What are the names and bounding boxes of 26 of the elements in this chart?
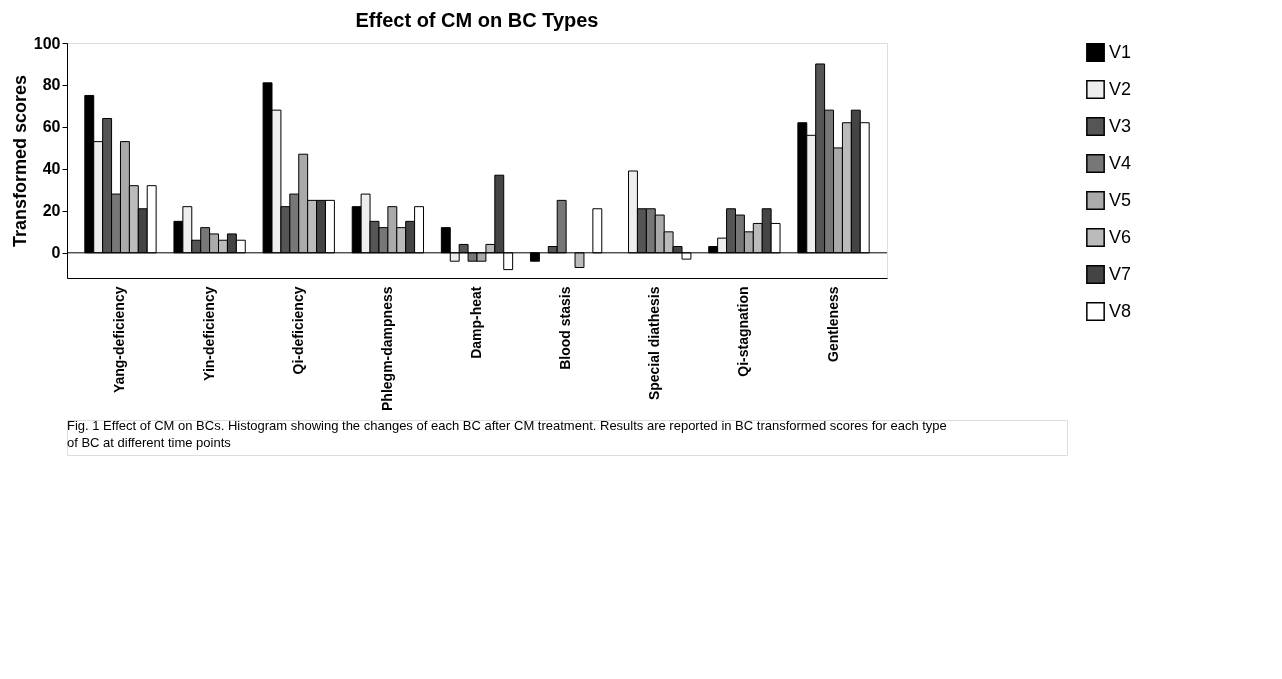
x-tick-label: Phlegm-dampness <box>378 286 395 411</box>
y-tick-label: 100 <box>33 34 61 52</box>
x-tick-label: Qi-deficiency <box>289 286 306 375</box>
y-tick-label: 40 <box>42 160 61 178</box>
x-tick-label: Damp-heat <box>468 286 484 359</box>
x-tick-label: Yang-deficiency <box>111 286 128 394</box>
legend-label: V2 <box>1109 78 1132 99</box>
x-tick-label: Special diathesis <box>646 286 663 401</box>
y-tick-label: 80 <box>42 76 61 94</box>
y-tick-label: 20 <box>42 202 61 220</box>
legend-label: V7 <box>1109 263 1132 284</box>
x-tick-label: Blood stasis <box>557 286 574 370</box>
legend-label: V6 <box>1109 226 1132 247</box>
x-tick-label: Yin-deficiency <box>200 286 217 381</box>
caption: Fig. 1 Effect of CM on BCs. Histogram showing the changes of each BC after CM treatment. Results are reported in BC transformed scores for each type of BC at different time points <box>67 418 947 450</box>
legend-label: V8 <box>1109 300 1132 321</box>
x-tick-label: Gentleness <box>824 286 841 362</box>
y-tick-label: 0 <box>51 244 61 262</box>
legend-label: V5 <box>1109 189 1132 210</box>
y-tick-label: 60 <box>42 118 61 136</box>
legend-label: V1 <box>1109 41 1132 62</box>
x-tick-label: Qi-stagnation <box>735 286 752 377</box>
y-axis-title: Transformed scores <box>9 74 30 248</box>
chart-title: Effect of CM on BC Types <box>355 9 599 31</box>
legend-label: V3 <box>1109 115 1132 136</box>
legend-label: V4 <box>1109 152 1132 173</box>
